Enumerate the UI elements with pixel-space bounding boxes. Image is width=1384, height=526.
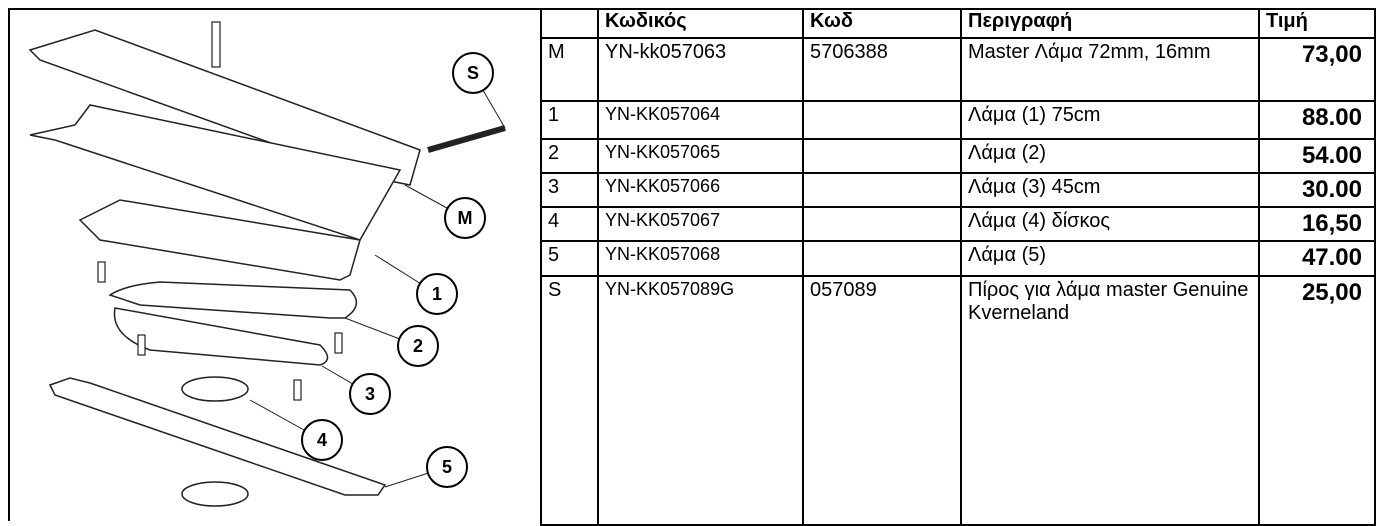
part-code: YN-KK057067 (597, 206, 804, 242)
table-row: S YN-KK057089G 057089 Πίρος για λάμα master… (540, 275, 1376, 526)
description: Λάμα (3) 45cm (960, 172, 1260, 208)
row-id: S (540, 275, 599, 526)
callout-label: 1 (432, 284, 442, 304)
table-row: 1 YN-KK057064 Λάμα (1) 75cm 88.00 (540, 100, 1376, 140)
price: 30.00 (1258, 172, 1376, 208)
blade-5 (48, 377, 387, 496)
part-code: YN-kk057063 (597, 37, 804, 102)
callout-label: 4 (317, 430, 327, 450)
parts-table: Κωδικός Κωδ Περιγραφή Τιμή M YN-kk057063 5706… (540, 8, 1376, 526)
header-cell: Τιμή (1258, 8, 1376, 39)
empty-cell (802, 100, 962, 140)
row-id: M (540, 37, 599, 102)
part-code-2: 057089 (802, 275, 962, 526)
bolt (211, 21, 221, 68)
parts-diagram: S M 1 2 3 4 5 (28, 21, 506, 507)
callout-circle (349, 373, 391, 415)
header-cell: Περιγραφή (960, 8, 1260, 39)
price: 16,50 (1258, 206, 1376, 242)
description: Λάμα (5) (960, 240, 1260, 277)
row-id: 5 (540, 240, 599, 277)
blade-master (28, 29, 421, 186)
callout-circle (452, 52, 494, 94)
header-cell: Κωδ (802, 8, 962, 39)
frame (8, 8, 540, 10)
row-id: 1 (540, 100, 599, 140)
bolt (293, 379, 302, 401)
description: Λάμα (2) (960, 138, 1260, 174)
table-row: 2 YN-KK057065 Λάμα (2) 54.00 (540, 138, 1376, 174)
part-code: YN-KK057064 (597, 100, 804, 140)
callout-circle (426, 446, 468, 488)
callout-label: 5 (442, 457, 452, 477)
price: 88.00 (1258, 100, 1376, 140)
callout-label: M (458, 208, 473, 228)
row-id: 4 (540, 206, 599, 242)
bolt (137, 334, 146, 356)
price: 25,00 (1258, 275, 1376, 526)
table-row: 5 YN-KK057068 Λάμα (5) 47.00 (540, 240, 1376, 277)
callout-label: 3 (365, 384, 375, 404)
frame (8, 8, 10, 521)
bolt (97, 261, 106, 283)
callouts: S M 1 2 3 4 5 (249, 52, 506, 488)
blade-2 (78, 199, 361, 281)
table-row: 3 YN-KK057066 Λάμα (3) 45cm 30.00 (540, 172, 1376, 208)
part-code: YN-KK057065 (597, 138, 804, 174)
callout-circle (397, 325, 439, 367)
part-code: YN-KK057089G (597, 275, 804, 526)
part-code: YN-KK057066 (597, 172, 804, 208)
callout-circle (416, 273, 458, 315)
table-row: 4 YN-KK057067 Λάμα (4) δίσκος 16,50 (540, 206, 1376, 242)
disc (181, 481, 249, 507)
description: Πίρος για λάμα master Genuine Kverneland (960, 275, 1260, 526)
callout-label: 2 (413, 336, 423, 356)
price: 54.00 (1258, 138, 1376, 174)
blade-1 (29, 104, 402, 241)
empty-cell (802, 138, 962, 174)
empty-cell (802, 240, 962, 277)
pin (427, 125, 506, 153)
price: 73,00 (1258, 37, 1376, 102)
header-row: Κωδικός Κωδ Περιγραφή Τιμή (540, 8, 1376, 39)
part-code: YN-KK057068 (597, 240, 804, 277)
row-id: 2 (540, 138, 599, 174)
part-code-2: 5706388 (802, 37, 962, 102)
description: Λάμα (1) 75cm (960, 100, 1260, 140)
empty-cell (802, 172, 962, 208)
blade-3b (113, 307, 329, 366)
callout-circle (444, 197, 486, 239)
callout-label: S (467, 63, 479, 83)
table-row: M YN-kk057063 5706388 Master Λάμα 72mm, 16m… (540, 37, 1376, 102)
disc (181, 376, 249, 402)
row-id: 3 (540, 172, 599, 208)
parts (28, 21, 506, 507)
callout-circle (301, 419, 343, 461)
bolt (334, 332, 343, 354)
empty-cell (802, 206, 962, 242)
description: Master Λάμα 72mm, 16mm (960, 37, 1260, 102)
header-cell: Κωδικός (597, 8, 804, 39)
blade-3 (108, 281, 358, 319)
description: Λάμα (4) δίσκος (960, 206, 1260, 242)
header-cell (540, 8, 599, 39)
price: 47.00 (1258, 240, 1376, 277)
